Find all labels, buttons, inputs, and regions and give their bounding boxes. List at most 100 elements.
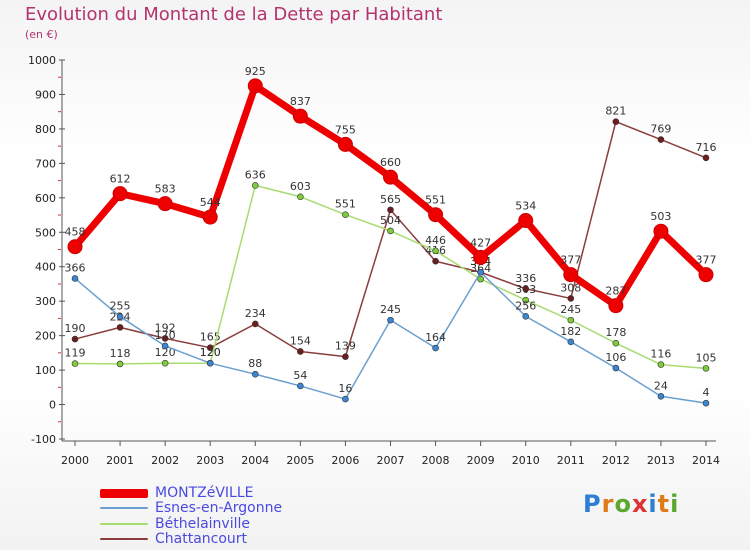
data-label: 118 <box>110 347 131 360</box>
data-label: 154 <box>290 334 311 347</box>
y-tick-label: 600 <box>35 192 56 205</box>
data-label: 427 <box>470 236 491 249</box>
data-label: 565 <box>380 193 401 206</box>
x-tick-label: 2013 <box>647 454 675 467</box>
y-tick-label: 300 <box>35 295 56 308</box>
data-point <box>518 213 534 229</box>
data-label: 178 <box>605 326 626 339</box>
data-point <box>432 344 439 352</box>
data-point <box>71 275 79 282</box>
data-point <box>161 359 169 367</box>
data-label: 120 <box>200 346 221 359</box>
data-point <box>608 298 624 314</box>
data-label: 366 <box>65 261 86 274</box>
y-tick-label: -100 <box>31 433 56 446</box>
data-point <box>387 206 394 214</box>
data-point <box>612 339 620 347</box>
x-tick-label: 2014 <box>692 454 720 467</box>
data-point <box>112 186 128 202</box>
data-point <box>567 316 575 324</box>
x-tick-label: 2007 <box>377 454 405 467</box>
data-point <box>702 365 710 372</box>
proxiti-logo: Proxiti <box>583 490 680 518</box>
x-tick-label: 2011 <box>557 454 585 467</box>
legend-item: Béthelainville <box>100 516 250 532</box>
data-label: 54 <box>293 369 307 382</box>
data-point <box>432 247 439 255</box>
data-label: 192 <box>155 321 176 334</box>
chart-title: Evolution du Montant de la Dette par Hab… <box>25 4 443 25</box>
data-point <box>698 267 714 283</box>
data-point <box>71 335 79 343</box>
data-label: 544 <box>200 196 221 209</box>
legend-label: MONTZéVILLE <box>155 485 254 501</box>
x-tick-label: 2012 <box>602 454 630 467</box>
legend-label: Chattancourt <box>155 531 248 547</box>
y-tick-label: 100 <box>35 364 56 377</box>
data-label: 164 <box>425 331 446 344</box>
data-label: 364 <box>470 262 491 275</box>
x-tick-label: 2005 <box>286 454 314 467</box>
data-label: 170 <box>155 329 176 342</box>
data-label: 116 <box>650 348 671 361</box>
data-point <box>67 239 83 255</box>
data-label: 88 <box>248 357 262 370</box>
data-label: 551 <box>425 194 446 207</box>
x-tick-label: 2000 <box>61 454 89 467</box>
data-point <box>477 275 484 283</box>
data-point <box>116 360 124 368</box>
data-label: 182 <box>560 325 581 338</box>
y-tick-label: 800 <box>35 123 56 136</box>
data-point <box>702 399 710 407</box>
data-point <box>657 361 665 368</box>
data-label: 603 <box>290 180 311 193</box>
y-tick-label: 200 <box>35 330 56 343</box>
data-label: 255 <box>110 300 131 313</box>
data-label: 377 <box>560 254 581 267</box>
x-tick-label: 2008 <box>422 454 450 467</box>
legend-item: MONTZéVILLE <box>100 485 253 501</box>
data-point <box>428 207 444 223</box>
y-tick-label: 1000 <box>28 54 56 67</box>
data-label: 755 <box>335 123 356 136</box>
data-label: 716 <box>696 141 717 154</box>
data-point <box>477 268 484 276</box>
data-label: 336 <box>515 272 536 285</box>
data-label: 504 <box>380 214 401 227</box>
data-point <box>342 211 349 219</box>
data-point <box>522 285 530 293</box>
data-label: 245 <box>560 303 581 316</box>
legend-item: Esnes-en-Argonne <box>100 500 282 516</box>
x-tick-label: 2003 <box>196 454 224 467</box>
data-label: 551 <box>335 198 356 211</box>
data-label: 534 <box>515 200 536 213</box>
legend-swatch <box>100 507 148 509</box>
legend-swatch <box>100 538 148 540</box>
data-label: 105 <box>696 351 717 364</box>
data-point <box>202 209 218 225</box>
data-label: 612 <box>110 173 131 186</box>
data-label: 821 <box>605 105 626 118</box>
data-label: 120 <box>155 346 176 359</box>
data-label: 106 <box>605 351 626 364</box>
data-label: 636 <box>245 168 266 181</box>
data-point <box>387 227 394 235</box>
data-label: 303 <box>515 283 536 296</box>
data-point <box>657 392 665 400</box>
chart-subtitle: (en €) <box>25 28 58 41</box>
data-point <box>342 353 349 360</box>
y-tick-label: 400 <box>35 261 56 274</box>
data-point <box>522 296 530 304</box>
legend-item: Chattancourt <box>100 531 247 547</box>
data-point <box>567 338 575 346</box>
data-point <box>342 395 349 403</box>
data-point <box>292 108 308 124</box>
legend-swatch <box>100 488 148 498</box>
data-label: 308 <box>560 281 581 294</box>
x-tick-label: 2010 <box>512 454 540 467</box>
data-point <box>337 136 353 152</box>
data-label: 16 <box>338 382 352 395</box>
data-point <box>383 169 398 185</box>
data-point <box>297 382 304 390</box>
